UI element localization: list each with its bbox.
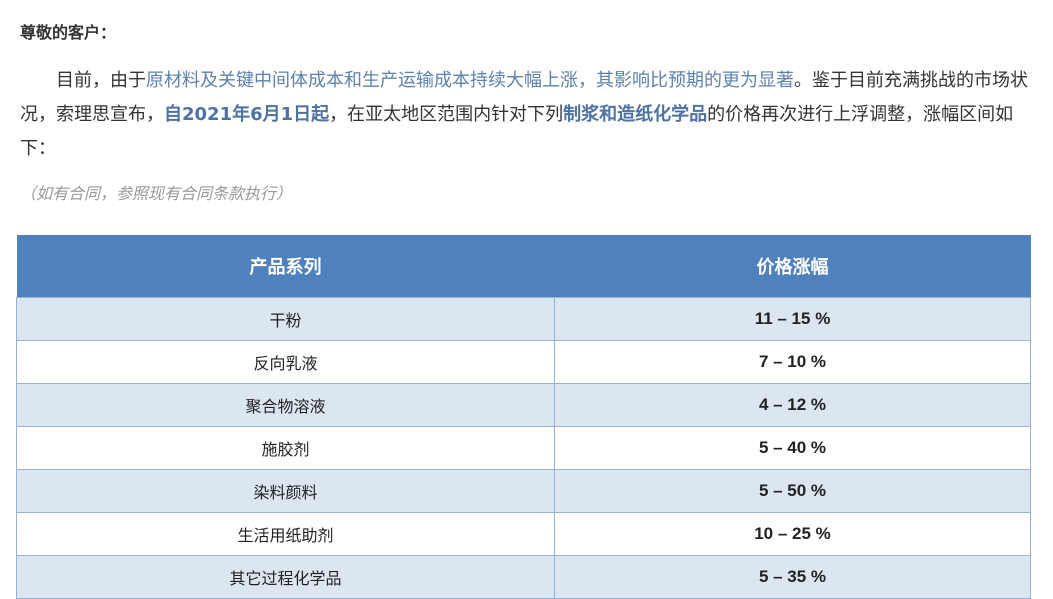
product-name: 聚合物溶液 — [16, 383, 555, 427]
price-table: 产品系列 价格涨幅 干粉 11 – 15 % 反向乳液 7 – 10 % 聚合物溶液 4 … — [16, 235, 1031, 599]
product-name: 其它过程化学品 — [16, 555, 555, 599]
contract-note: （如有合同，参照现有合同条款执行） — [20, 184, 293, 203]
price-increase: 5 – 40 % — [554, 426, 1031, 470]
price-increase: 11 – 15 % — [554, 297, 1031, 341]
price-increase: 5 – 50 % — [554, 469, 1031, 513]
price-increase: 5 – 35 % — [554, 555, 1031, 599]
text: ，在亚太地区范围内针对下列 — [329, 104, 564, 125]
product-name: 干粉 — [16, 297, 555, 341]
table-row: 染料颜料 5 – 50 % — [16, 469, 1031, 513]
text: 目前，由于 — [56, 70, 146, 91]
text: 。鉴于目前充满挑战的市场状况，索理思宣布， — [20, 70, 1028, 125]
price-increase: 4 – 12 % — [554, 383, 1031, 427]
text: 的价格再次进行上浮调整，涨幅区间如下： — [20, 104, 1014, 159]
greeting: 尊敬的客户： — [20, 23, 117, 42]
price-increase: 10 – 25 % — [554, 512, 1031, 556]
table-row: 生活用纸助剂 10 – 25 % — [16, 512, 1031, 556]
highlight-date: 自2021年6月1日起 — [164, 104, 330, 125]
table-row: 干粉 11 – 15 % — [16, 297, 1031, 341]
highlight-cause: 原材料及关键中间体成本和生产运输成本持续大幅上涨，其影响比预期的更为显著 — [146, 70, 794, 91]
table-row: 其它过程化学品 5 – 35 % — [16, 555, 1031, 599]
table-header: 产品系列 价格涨幅 — [16, 235, 1031, 298]
product-name: 反向乳液 — [16, 340, 555, 384]
price-increase: 7 – 10 % — [554, 340, 1031, 384]
highlight-products: 制浆和造纸化学品 — [563, 104, 708, 125]
header-product: 产品系列 — [16, 235, 555, 298]
product-name: 染料颜料 — [16, 469, 555, 513]
product-name: 施胶剂 — [16, 426, 555, 470]
product-name: 生活用纸助剂 — [16, 512, 555, 556]
table-row: 反向乳液 7 – 10 % — [16, 340, 1031, 384]
header-increase: 价格涨幅 — [554, 235, 1031, 298]
table-row: 施胶剂 5 – 40 % — [16, 426, 1031, 470]
announcement-paragraph: 目前，由于原材料及关键中间体成本和生产运输成本持续大幅上涨，其影响比预期的更为显… — [20, 64, 1035, 166]
table-row: 聚合物溶液 4 – 12 % — [16, 383, 1031, 427]
